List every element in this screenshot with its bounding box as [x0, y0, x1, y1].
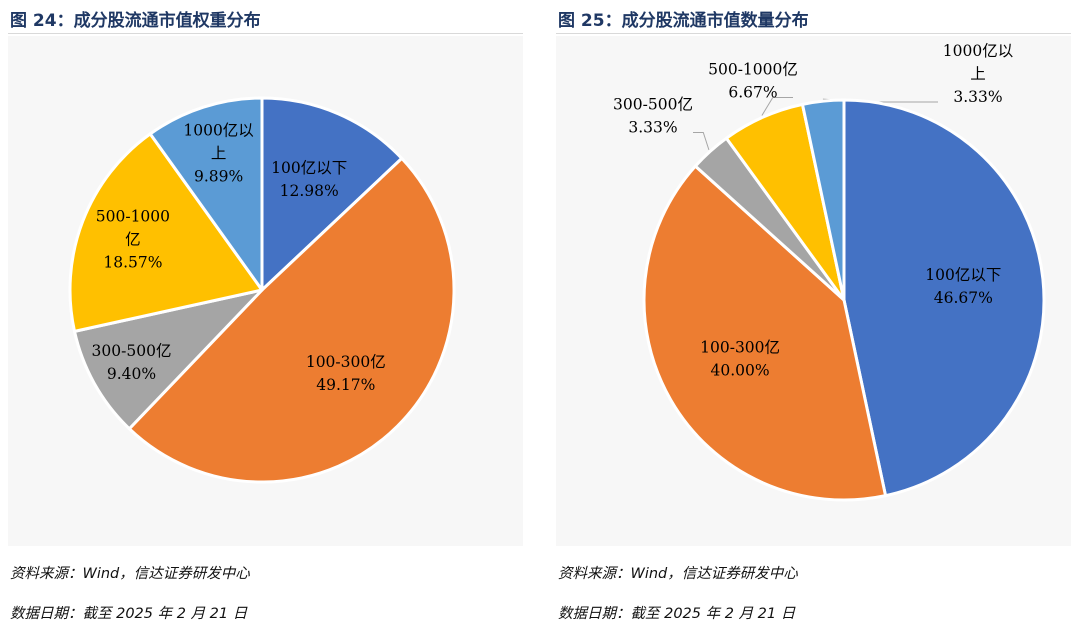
figure-title: 图 25：成分股流通市值数量分布	[558, 11, 809, 31]
data-label-category: 1000亿以	[943, 42, 1013, 60]
count-pie-chart: 100亿以下 46.67% 100-300亿 40.00% 300-500亿 3.33% 5…	[613, 42, 1046, 502]
leader-line	[693, 132, 710, 151]
source-note: 资料来源：Wind，信达证券研发中心	[558, 566, 798, 582]
pie-slice-1000	[800, 98, 846, 302]
data-label-category: 100-300亿	[700, 339, 780, 357]
data-label-percent: 49.17%	[316, 376, 375, 394]
data-label-percent: 6.67%	[728, 84, 777, 102]
data-label-category: 亿	[125, 231, 141, 249]
leader-line	[761, 97, 793, 116]
data-label-percent: 40.00%	[711, 362, 770, 380]
data-label-category: 100亿以下	[925, 266, 1001, 284]
weight-pie-chart: 100亿以下 12.98% 100-300亿 49.17% 300-500亿 9.40% 5…	[68, 96, 456, 484]
data-label-percent: 9.40%	[107, 365, 156, 383]
data-label-category: 上	[970, 65, 986, 83]
pie-slice-100-300	[642, 164, 888, 502]
date-note: 数据日期：截至 2025 年 2 月 21 日	[10, 606, 248, 622]
data-label-percent: 12.98%	[280, 182, 339, 200]
title-divider	[556, 33, 1071, 34]
data-label-percent: 3.33%	[628, 119, 677, 137]
pie-slice-300-500	[73, 288, 264, 431]
data-label-category: 500-1000亿	[708, 61, 798, 79]
data-label-percent: 9.89%	[194, 168, 243, 186]
pie-slice-100	[842, 98, 1046, 498]
data-label-category: 300-500亿	[92, 342, 172, 360]
data-label-category: 1000亿以	[183, 122, 253, 140]
data-label-percent: 3.33%	[953, 88, 1002, 106]
data-label-category: 300-500亿	[613, 96, 693, 114]
pie-slice-1000	[148, 96, 264, 292]
pie-slice-500-1000	[68, 132, 264, 333]
source-note: 资料来源：Wind，信达证券研发中心	[10, 566, 250, 582]
pie-slice-100-300	[127, 156, 456, 484]
data-label-category: 100-300亿	[306, 353, 386, 371]
title-divider	[8, 33, 523, 34]
data-label-category: 上	[211, 145, 227, 163]
count-distribution-panel: 图 25：成分股流通市值数量分布 100亿以下 46.67% 100-300亿 40.…	[548, 0, 1078, 634]
data-label-category: 100亿以下	[271, 159, 347, 177]
weight-distribution-panel: 图 24：成分股流通市值权重分布 100亿以下 12.98% 100-300亿 49.…	[0, 0, 530, 634]
figure-title: 图 24：成分股流通市值权重分布	[10, 11, 261, 31]
data-label-percent: 46.67%	[934, 289, 993, 307]
date-note: 数据日期：截至 2025 年 2 月 21 日	[558, 606, 796, 622]
data-label-percent: 18.57%	[103, 254, 162, 272]
pie-slice-100	[260, 96, 404, 292]
data-label-category: 500-1000	[96, 208, 170, 226]
